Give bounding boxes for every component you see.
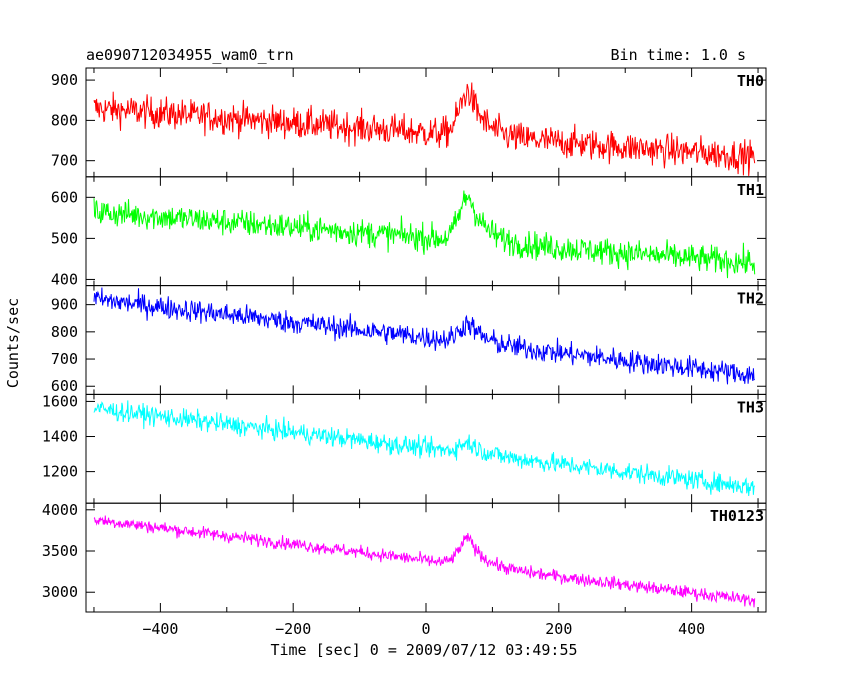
y-tick-label: 700 <box>51 350 78 368</box>
y-tick-label: 1200 <box>42 463 78 481</box>
panel-label-th0123: TH0123 <box>710 507 764 525</box>
series-line-th3 <box>93 400 756 497</box>
y-tick-label: 600 <box>51 377 78 395</box>
y-tick-label: 900 <box>51 71 78 89</box>
panel-label-th3: TH3 <box>737 398 764 416</box>
y-tick-label: 800 <box>51 323 78 341</box>
y-tick-label: 900 <box>51 296 78 314</box>
bin-time-label: Bin time: 1.0 s <box>611 46 746 64</box>
y-tick-label: 800 <box>51 111 78 129</box>
y-tick-label: 1600 <box>42 392 78 410</box>
y-tick-label: 600 <box>51 188 78 206</box>
x-tick-label: 200 <box>545 620 572 638</box>
panels-group: 700 800 900 TH0 400 500 600 TH1 600 700 800 900 TH2 1… <box>42 67 767 638</box>
series-line-th0123 <box>93 515 756 608</box>
panel-frame-th1 <box>85 176 767 287</box>
chart-title: ae090712034955_wam0_trn <box>86 46 294 64</box>
y-tick-label: 3500 <box>42 542 78 560</box>
x-axis-label: Time [sec] 0 = 2009/07/12 03:49:55 <box>270 641 577 659</box>
series-line-th1 <box>93 190 756 279</box>
y-axis-label: Counts/sec <box>4 298 22 388</box>
series-line-th0 <box>93 82 756 176</box>
x-tick-label: −400 <box>142 620 178 638</box>
y-tick-label: 500 <box>51 229 78 247</box>
x-tick-label: 400 <box>678 620 705 638</box>
series-line-th2 <box>93 287 756 385</box>
panel-label-th2: TH2 <box>737 290 764 308</box>
y-tick-label: 3000 <box>42 583 78 601</box>
x-tick-label: −200 <box>275 620 311 638</box>
y-tick-label: 4000 <box>42 501 78 519</box>
x-tick-label: 0 <box>421 620 430 638</box>
panel-label-th1: TH1 <box>737 181 764 199</box>
y-tick-label: 400 <box>51 270 78 288</box>
y-tick-label: 1400 <box>42 428 78 446</box>
y-tick-label: 700 <box>51 152 78 170</box>
panel-label-th0: TH0 <box>737 72 764 90</box>
